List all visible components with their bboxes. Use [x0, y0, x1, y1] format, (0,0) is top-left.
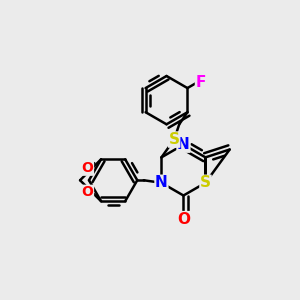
Text: O: O	[177, 212, 190, 226]
Text: S: S	[169, 132, 180, 147]
Text: F: F	[196, 75, 206, 90]
Text: O: O	[82, 161, 93, 175]
Text: N: N	[155, 175, 168, 190]
Text: S: S	[200, 175, 211, 190]
Text: N: N	[177, 137, 190, 152]
Text: O: O	[82, 185, 93, 199]
